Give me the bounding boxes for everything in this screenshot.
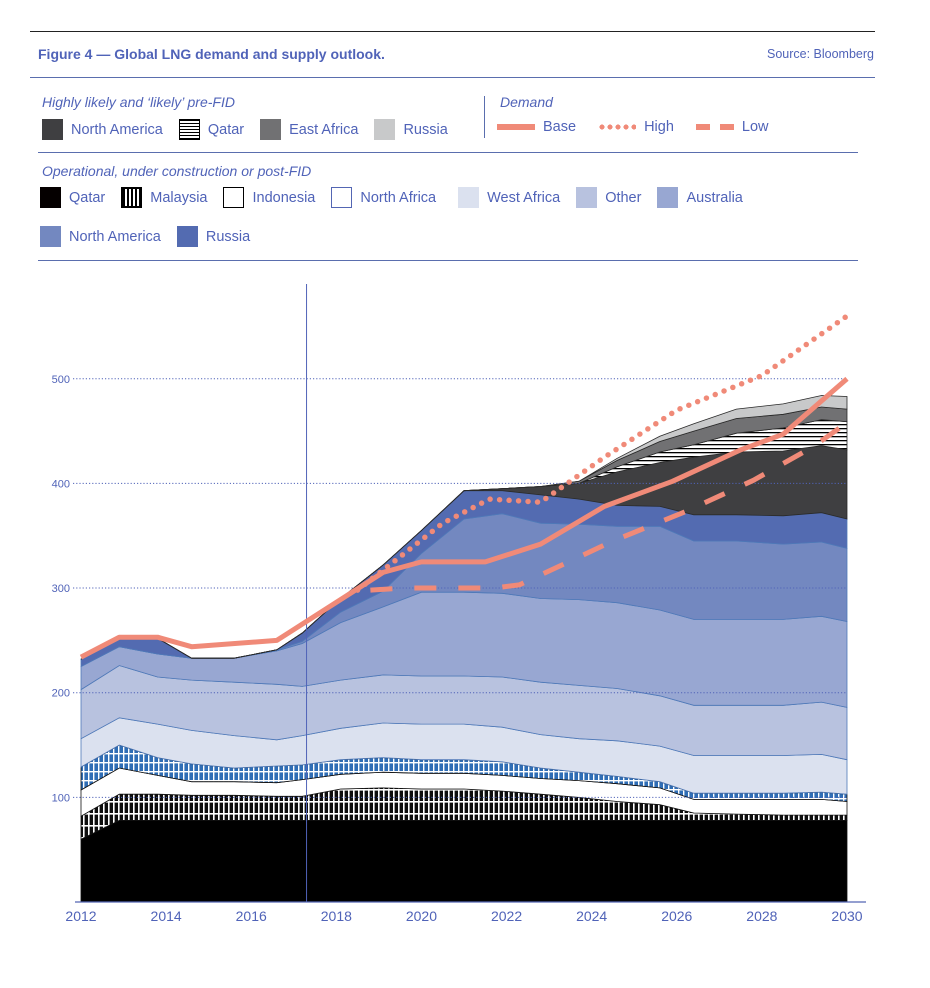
x-tick-label: 2018 <box>321 908 352 924</box>
demand-lines <box>79 313 850 660</box>
swatch-icon <box>331 187 353 208</box>
legend-item-prefid-north-america: North America <box>42 119 163 140</box>
swatch-icon <box>458 187 480 208</box>
dotted-line-icon <box>598 124 637 130</box>
header-divider <box>30 77 875 78</box>
legend-label: Indonesia <box>252 189 316 206</box>
x-tick-label: 2024 <box>576 908 607 924</box>
y-tick-label: 400 <box>52 478 70 490</box>
legend-label: Russia <box>403 121 448 138</box>
legend-item-op-other: Other <box>576 187 641 208</box>
legend-item-op-malaysia: Malaysia <box>121 187 207 208</box>
swatch-hstripe-icon <box>178 119 200 140</box>
swatch-icon <box>223 187 245 208</box>
legend-item-op-west-africa: West Africa <box>458 187 560 208</box>
y-tick-label: 500 <box>52 374 70 386</box>
solid-line-icon <box>497 124 535 130</box>
swatch-icon <box>657 187 679 208</box>
legend-item-op-australia: Australia <box>657 187 743 208</box>
swatch-icon <box>576 187 598 208</box>
source-label: Source: Bloomberg <box>766 47 874 61</box>
swatch-icon <box>42 119 63 140</box>
swatch-vstripe-icon <box>121 187 143 208</box>
legend-label: High <box>644 119 674 135</box>
legend-item-op-north-america: North America <box>40 226 161 247</box>
legend-divider-middle <box>38 152 858 153</box>
legend-item-demand-low: Low <box>695 119 769 135</box>
legend-item-op-qatar: Qatar <box>40 187 105 208</box>
swatch-icon <box>40 226 61 247</box>
swatch-icon <box>260 119 282 140</box>
legend-item-demand-base: Base <box>497 119 576 135</box>
legend-prefid-row: North America Qatar East Africa Russia <box>42 119 464 140</box>
legend-label: Australia <box>686 189 743 206</box>
legend-label: Qatar <box>207 121 245 138</box>
x-tick-label: 2022 <box>491 908 522 924</box>
x-tick-label: 2012 <box>65 908 96 924</box>
legend-label: North America <box>69 228 161 245</box>
legend-item-prefid-east-africa: East Africa <box>260 119 358 140</box>
x-tick-label: 2020 <box>406 908 437 924</box>
legend-item-prefid-russia: Russia <box>374 119 448 140</box>
swatch-icon <box>176 226 198 247</box>
x-tick-label: 2014 <box>151 908 182 924</box>
legend-demand-row: Base High Low <box>497 119 785 135</box>
y-tick-label: 200 <box>52 688 70 700</box>
y-tick-label: 100 <box>52 792 70 804</box>
legend-prefid-heading: Highly likely and ‘likely’ pre-FID <box>42 94 235 110</box>
legend-label: Other <box>605 189 642 206</box>
legend-label: Base <box>543 119 577 135</box>
legend-label: East Africa <box>289 121 359 138</box>
demand-line-high <box>354 313 850 593</box>
legend-item-op-russia: Russia <box>176 226 251 247</box>
x-tick-label: 2016 <box>236 908 267 924</box>
x-tick-label: 2026 <box>661 908 692 924</box>
axes: 100 200 300 400 500 2012 2014 2016 2018 2020 2022 2… <box>52 374 866 924</box>
legend-label: Malaysia <box>150 189 208 206</box>
legend-item-prefid-qatar: Qatar <box>178 119 245 140</box>
legend-label: North Africa <box>360 189 437 206</box>
legend-operational-heading: Operational, under construction or post-… <box>42 163 312 179</box>
legend-item-op-indonesia: Indonesia <box>223 187 315 208</box>
legend-operational-row-1: Qatar Malaysia Indonesia North Africa We… <box>40 187 759 208</box>
swatch-icon <box>374 119 396 140</box>
legend-label: Low <box>741 119 769 135</box>
demand-line-low <box>370 420 849 593</box>
y-tick-label: 300 <box>52 583 70 595</box>
x-tick-label: 2030 <box>831 908 862 924</box>
legend-item-op-north-africa: North Africa <box>331 187 436 208</box>
legend-divider-bottom <box>38 260 858 261</box>
legend-operational-row-2: North America Russia <box>40 226 266 247</box>
legend-label: Russia <box>205 228 251 245</box>
swatch-icon <box>40 187 61 208</box>
legend-label: West Africa <box>487 189 561 206</box>
figure-title: Figure 4 — Global LNG demand and supply … <box>38 46 385 62</box>
dashed-line-icon <box>695 124 734 130</box>
top-rule <box>30 31 875 32</box>
legend-label: North America <box>71 121 163 138</box>
demand-line-base <box>79 376 849 660</box>
legend-label: Qatar <box>69 189 106 206</box>
gridlines <box>73 284 847 902</box>
x-tick-label: 2028 <box>746 908 777 924</box>
legend-divider <box>484 96 485 138</box>
legend-item-demand-high: High <box>598 119 674 135</box>
legend-demand-heading: Demand <box>500 94 553 110</box>
area-qatar-operational <box>80 820 848 903</box>
